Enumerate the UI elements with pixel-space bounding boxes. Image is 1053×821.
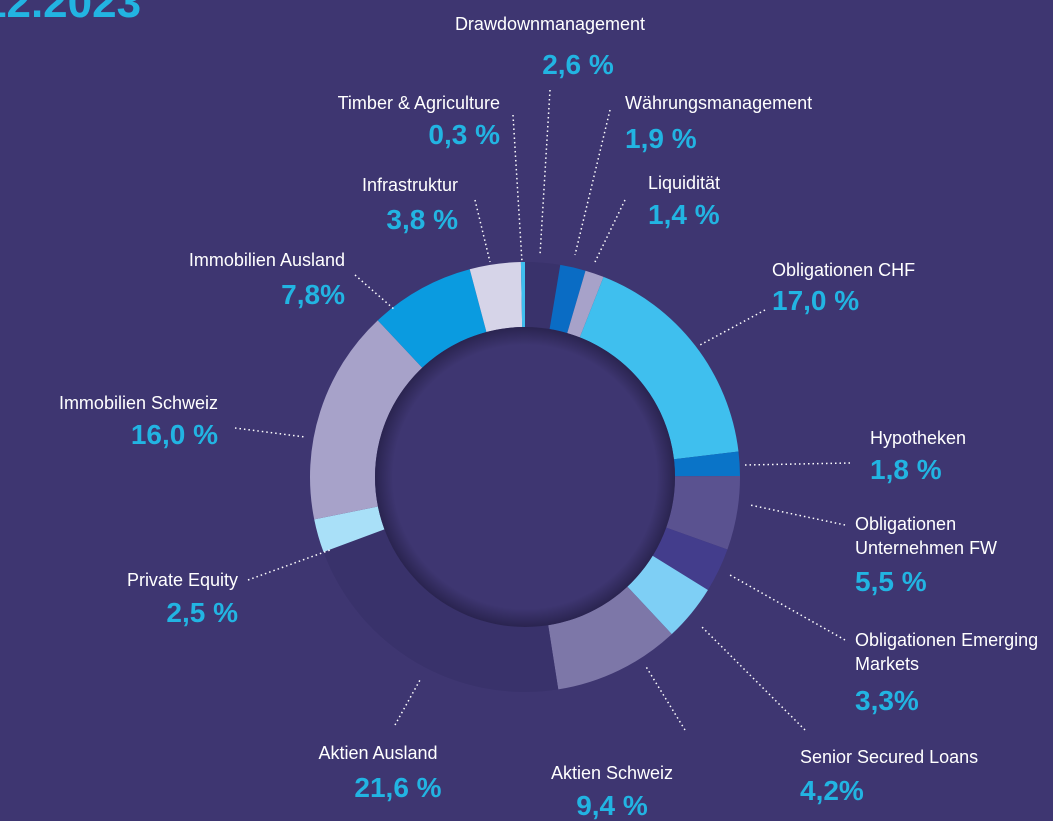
value-label: 3,8 % [386,204,458,235]
value-label: 1,9 % [625,123,697,154]
donut-segment [627,555,708,635]
leader-line [234,427,306,438]
leader-line [474,199,491,263]
value-label: 5,5 % [855,566,927,597]
leader-line [512,114,523,263]
category-label: Immobilien Ausland [188,250,345,270]
leader-line [394,679,421,726]
leader-line [354,274,396,311]
donut-segment [548,586,672,690]
leader-line [539,89,551,256]
donut-hole [375,327,675,627]
donut-segment [579,276,739,460]
value-label: 1,8 % [870,454,942,485]
leader-line [699,309,766,346]
category-label: Obligationen Unternehmen FW [855,514,998,558]
donut-segment [520,262,525,328]
donut-segment [549,264,586,334]
category-label: Aktien Schweiz [550,763,674,783]
leader-line [247,549,331,581]
value-label: 7,8% [281,279,345,310]
donut-segment [310,320,423,520]
category-label: Senior Secured Loans [800,747,979,767]
leader-line [644,664,686,731]
value-label: 0,3 % [428,119,500,150]
donut-segment [323,529,559,692]
donut-segment [673,451,740,477]
category-label: Private Equity [126,570,238,590]
value-label: 1,4 % [648,199,720,230]
leader-line [729,574,846,641]
value-label: 16,0 % [130,419,218,450]
category-label: Aktien Ausland [318,743,438,763]
category-label: Immobilien Schweiz [58,393,218,413]
value-label: 3,3% [855,685,919,716]
value-label: 2,6 % [542,49,614,80]
title: 12.2023 [0,0,142,27]
donut-segment [377,269,487,368]
value-label: 9,4 % [576,790,648,821]
category-label: Währungsmanagement [625,93,813,113]
leader-line [744,462,851,466]
category-label: Obligationen Emerging Markets [855,630,1039,674]
donut-segment [314,506,385,553]
donut-segment [525,262,561,330]
leader-line [574,109,611,256]
donut-segment [567,270,604,338]
donut-segment [652,527,728,590]
leader-line [594,199,626,263]
category-label: Hypotheken [870,428,967,448]
category-label: Liquidität [648,173,721,193]
leader-line [749,504,846,526]
donut-segment [469,262,523,333]
category-label: Timber & Agriculture [337,93,500,113]
leader-line [699,624,806,731]
value-label: 2,5 % [166,597,238,628]
value-label: 17,0 % [772,285,860,316]
donut-segment [666,475,740,550]
category-label: Obligationen CHF [772,260,916,280]
value-label: 4,2% [800,775,864,806]
category-label: Infrastruktur [361,175,458,195]
category-label: Drawdownmanagement [454,14,646,34]
value-label: 21,6 % [354,772,442,803]
